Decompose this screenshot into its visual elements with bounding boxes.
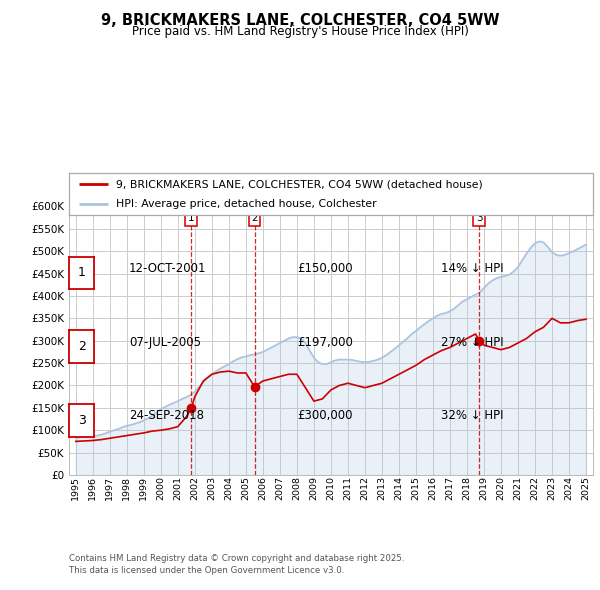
Text: 3: 3 bbox=[77, 414, 86, 427]
Text: 3: 3 bbox=[476, 213, 482, 223]
Text: 32% ↓ HPI: 32% ↓ HPI bbox=[441, 409, 503, 422]
Text: 9, BRICKMAKERS LANE, COLCHESTER, CO4 5WW (detached house): 9, BRICKMAKERS LANE, COLCHESTER, CO4 5WW… bbox=[116, 179, 483, 189]
Text: 07-JUL-2005: 07-JUL-2005 bbox=[129, 336, 201, 349]
Text: 1: 1 bbox=[188, 213, 194, 223]
Text: HPI: Average price, detached house, Colchester: HPI: Average price, detached house, Colc… bbox=[116, 199, 377, 209]
Text: 2: 2 bbox=[77, 340, 86, 353]
Text: 27% ↓ HPI: 27% ↓ HPI bbox=[441, 336, 503, 349]
Text: 1: 1 bbox=[77, 266, 86, 280]
Text: £197,000: £197,000 bbox=[297, 336, 353, 349]
Text: 24-SEP-2018: 24-SEP-2018 bbox=[129, 409, 204, 422]
Text: 2: 2 bbox=[251, 213, 258, 223]
Text: Contains HM Land Registry data © Crown copyright and database right 2025.
This d: Contains HM Land Registry data © Crown c… bbox=[69, 555, 404, 575]
Text: 14% ↓ HPI: 14% ↓ HPI bbox=[441, 262, 503, 275]
Text: Price paid vs. HM Land Registry's House Price Index (HPI): Price paid vs. HM Land Registry's House … bbox=[131, 25, 469, 38]
Text: 12-OCT-2001: 12-OCT-2001 bbox=[129, 262, 206, 275]
Text: £300,000: £300,000 bbox=[297, 409, 353, 422]
Text: £150,000: £150,000 bbox=[297, 262, 353, 275]
Text: 9, BRICKMAKERS LANE, COLCHESTER, CO4 5WW: 9, BRICKMAKERS LANE, COLCHESTER, CO4 5WW bbox=[101, 13, 499, 28]
